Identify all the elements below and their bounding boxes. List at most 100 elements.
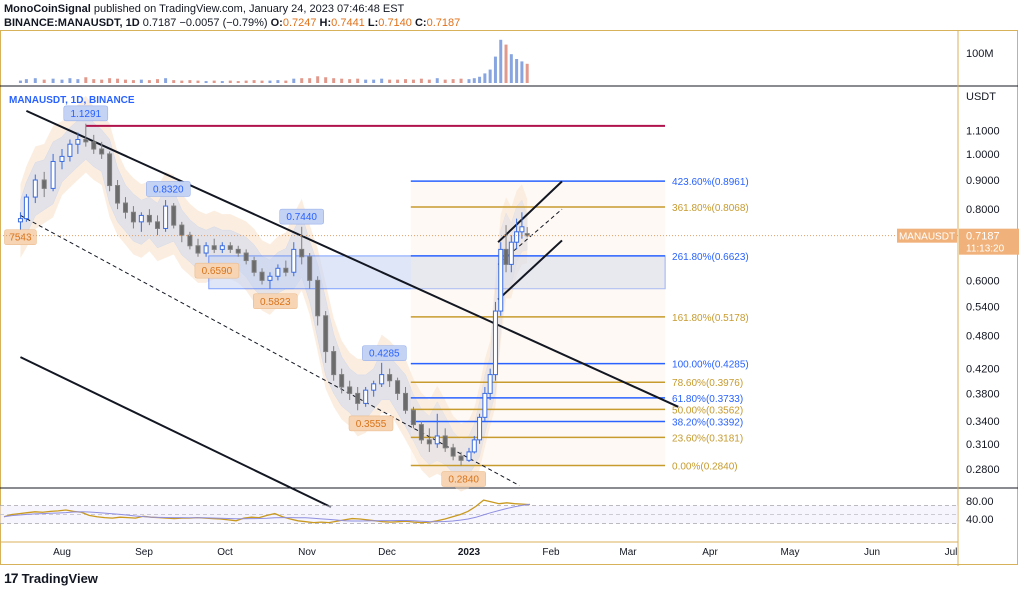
trendline bbox=[497, 180, 563, 243]
price-badge-label: 0.3555 bbox=[356, 419, 387, 430]
volume-bar bbox=[388, 79, 392, 83]
high-price-badge bbox=[146, 181, 191, 197]
candle-body bbox=[219, 245, 225, 250]
candle-body bbox=[283, 267, 289, 273]
volume-bar bbox=[525, 63, 529, 83]
close-value: 0.7187 bbox=[426, 17, 461, 29]
fib-level-label: 100.00%(0.4285) bbox=[672, 360, 749, 371]
candle-body bbox=[387, 374, 393, 382]
volume-bar bbox=[493, 56, 497, 83]
volume-bar bbox=[220, 81, 224, 83]
volume-bar bbox=[100, 79, 104, 83]
candle-body bbox=[418, 424, 424, 441]
volume-bar bbox=[24, 79, 28, 83]
candle-body bbox=[466, 451, 472, 461]
price-axis-tick: 0.8000 bbox=[966, 204, 1000, 216]
candle-body bbox=[492, 310, 498, 376]
publish-info: published on TradingView.com, January 24… bbox=[93, 3, 405, 15]
current-price-value: 0.7187 bbox=[966, 231, 1000, 243]
candle-body bbox=[524, 233, 530, 237]
time-axis-tick: Dec bbox=[378, 547, 396, 558]
fib-level-label: 38.20%(0.3392) bbox=[672, 418, 743, 429]
open-value: 0.7247 bbox=[282, 17, 317, 29]
price-axis-tick: 0.4200 bbox=[966, 364, 1000, 376]
candle-body bbox=[315, 279, 321, 317]
fib-level-label: 23.60%(0.3181) bbox=[672, 433, 743, 444]
volume-bar bbox=[204, 81, 208, 83]
price-change: −0.0057 (−0.79%) bbox=[179, 17, 268, 29]
price-axis-tick: 0.9000 bbox=[966, 175, 1000, 187]
volume-bar bbox=[356, 78, 360, 83]
volume-bar bbox=[300, 78, 304, 83]
time-axis-tick: May bbox=[781, 547, 800, 558]
candle-body bbox=[434, 435, 440, 445]
volume-bar bbox=[459, 78, 463, 83]
low-price-badge bbox=[4, 229, 37, 245]
chart-header: MonoCoinSignal published on TradingView.… bbox=[4, 2, 1020, 32]
volume-bar bbox=[244, 80, 248, 83]
candle-body bbox=[371, 383, 377, 391]
volume-bar bbox=[76, 79, 80, 83]
volume-bar bbox=[42, 79, 46, 83]
volume-bar bbox=[427, 79, 431, 83]
volume-bar bbox=[509, 54, 513, 83]
volume-bar bbox=[284, 80, 288, 83]
volume-bar bbox=[116, 78, 120, 83]
candle-body bbox=[243, 252, 249, 262]
price-badge-label: 0.4285 bbox=[369, 349, 400, 360]
volume-bar bbox=[499, 39, 503, 83]
volume-bar bbox=[316, 76, 320, 83]
candle-body bbox=[211, 245, 217, 250]
volume-bar bbox=[252, 80, 256, 83]
price-badge-label: 7543 bbox=[9, 233, 32, 244]
candle-body bbox=[50, 160, 56, 189]
time-axis-tick: Apr bbox=[702, 547, 718, 558]
candle-body bbox=[339, 374, 345, 388]
candle-body bbox=[508, 241, 514, 265]
price-axis-tick: 0.6000 bbox=[966, 275, 1000, 287]
candle-body bbox=[59, 155, 65, 162]
candle-body bbox=[395, 380, 401, 394]
volume-bar bbox=[51, 78, 55, 83]
candle-body bbox=[471, 439, 477, 453]
candle-body bbox=[379, 374, 385, 385]
trendline bbox=[497, 239, 563, 301]
author-name[interactable]: MonoCoinSignal bbox=[4, 3, 91, 15]
price-axis-tick: 0.5400 bbox=[966, 301, 1000, 313]
candle-body bbox=[17, 218, 23, 223]
time-axis-tick: Jun bbox=[864, 547, 880, 558]
open-label: O: bbox=[270, 17, 283, 29]
price-badge-label: 0.7440 bbox=[286, 212, 317, 223]
time-axis-tick: Feb bbox=[542, 547, 560, 558]
volume-bar bbox=[308, 78, 312, 83]
volume-bar bbox=[340, 78, 344, 83]
candle-body bbox=[115, 185, 121, 204]
volume-bar bbox=[180, 80, 184, 83]
currency-label: USDT bbox=[966, 91, 996, 103]
volume-bar bbox=[364, 79, 368, 83]
volume-bar bbox=[472, 78, 476, 83]
price-chart[interactable]: 100M 423.60%(0.8961) 361.80%(0.8068) 261.80… bbox=[0, 30, 1024, 566]
ohlc-line: BINANCE:MANAUSDT, 1D 0.7187 −0.0057 (−0.… bbox=[4, 16, 1020, 30]
fib-level-label: 161.80%(0.5178) bbox=[672, 313, 749, 324]
candle-body bbox=[442, 435, 448, 449]
candle-body bbox=[203, 245, 209, 254]
candle-body bbox=[227, 245, 233, 250]
candle-body bbox=[477, 416, 483, 441]
price-axis-tick: 0.3100 bbox=[966, 439, 1000, 451]
volume-bar bbox=[228, 80, 232, 83]
symbol-price-tag bbox=[897, 228, 957, 243]
volume-bar bbox=[236, 81, 240, 83]
candle-body bbox=[267, 275, 273, 281]
candle-body bbox=[487, 374, 493, 394]
candle-body bbox=[307, 256, 313, 281]
rsi-line bbox=[3, 499, 531, 524]
candle-body bbox=[155, 221, 160, 229]
pane-symbol-label: MANAUSDT, 1D, BINANCE bbox=[9, 95, 135, 106]
volume-bar bbox=[435, 78, 439, 83]
fib-level-label: 361.80%(0.8068) bbox=[672, 203, 749, 214]
price-axis-tick: 0.3400 bbox=[966, 416, 1000, 428]
candle-body bbox=[75, 138, 81, 145]
tradingview-logo[interactable]: 17 TradingView bbox=[4, 568, 98, 588]
chart-frame bbox=[0, 30, 1018, 565]
